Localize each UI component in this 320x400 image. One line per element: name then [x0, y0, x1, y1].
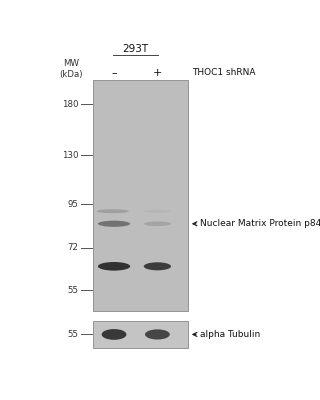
Text: Nuclear Matrix Protein p84: Nuclear Matrix Protein p84: [200, 219, 320, 228]
Text: THOC1 shRNA: THOC1 shRNA: [193, 68, 256, 77]
Text: 130: 130: [62, 151, 78, 160]
Ellipse shape: [98, 221, 130, 227]
Text: MW
(kDa): MW (kDa): [59, 60, 83, 79]
Text: 55: 55: [68, 330, 78, 339]
Text: 293T: 293T: [123, 44, 149, 54]
Ellipse shape: [144, 262, 171, 270]
Ellipse shape: [102, 329, 126, 340]
Ellipse shape: [144, 222, 171, 226]
Text: 95: 95: [68, 200, 78, 209]
Text: +: +: [153, 68, 162, 78]
Text: –: –: [111, 68, 117, 78]
Bar: [93, 80, 188, 311]
Text: 55: 55: [68, 286, 78, 294]
Ellipse shape: [144, 210, 171, 213]
Text: 180: 180: [62, 100, 78, 109]
Text: alpha Tubulin: alpha Tubulin: [200, 330, 260, 339]
Ellipse shape: [145, 329, 170, 340]
Text: 72: 72: [68, 243, 78, 252]
Ellipse shape: [97, 209, 129, 213]
Ellipse shape: [98, 262, 130, 271]
Bar: [93, 320, 188, 348]
